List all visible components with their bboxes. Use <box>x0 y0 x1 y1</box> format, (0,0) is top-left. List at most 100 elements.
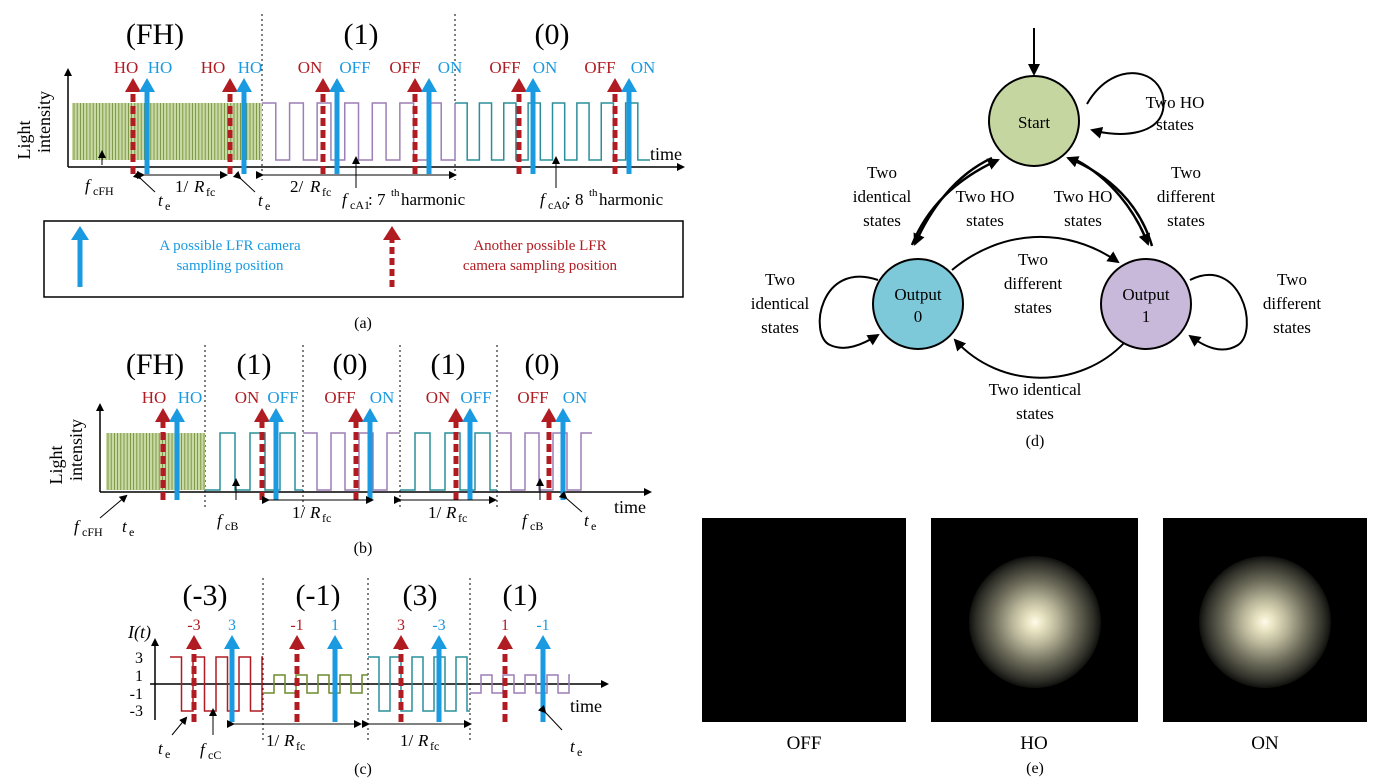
panel-d: Start Output 0 Output 1 Two HO states Tw… <box>751 28 1321 450</box>
edge-label: different <box>1004 274 1062 293</box>
arrow-head-icon <box>254 408 270 422</box>
caption-b: (b) <box>354 540 373 557</box>
state-marker: -1 <box>290 617 303 634</box>
state-marker: 3 <box>397 617 405 634</box>
arrow-head-icon <box>169 408 185 422</box>
tick-label: -1 <box>130 686 143 703</box>
f-label: f <box>522 511 529 530</box>
node-output-0 <box>872 258 964 350</box>
waveform-segment <box>497 432 592 491</box>
state-marker: ON <box>438 58 463 77</box>
out1-self-loop <box>1188 273 1248 351</box>
out0-self-loop <box>818 275 880 349</box>
edge-label: states <box>1064 211 1102 230</box>
edge-out0-to-start <box>910 158 1000 246</box>
tick-label: 3 <box>135 650 143 667</box>
one-over-r: 1/ <box>292 503 306 522</box>
x-axis-label: time <box>650 144 682 164</box>
arrow-head-icon <box>155 408 171 422</box>
pointer <box>132 170 156 193</box>
caption-e: (e) <box>1026 760 1044 777</box>
edge-label: states <box>1167 211 1205 230</box>
waveform-segments <box>205 432 592 491</box>
edge-label: Two <box>765 270 795 289</box>
arrow-head-icon <box>393 635 409 649</box>
header: (-3) <box>183 579 228 612</box>
r-label: R <box>445 503 457 522</box>
header-0: (0) <box>535 18 570 51</box>
f-cfh-sub: cFH <box>93 184 114 198</box>
state-marker: HO <box>142 388 167 407</box>
photo-label-off: OFF <box>786 733 822 754</box>
arrow-head-icon <box>224 635 240 649</box>
header-1: (1) <box>344 18 379 51</box>
f-cfh-label: f <box>85 176 92 195</box>
edge-label: states <box>1156 115 1194 134</box>
sampling-arrows <box>125 78 637 174</box>
te-sub: e <box>265 199 270 213</box>
te-label: t <box>570 737 576 756</box>
te-label: t <box>584 511 590 530</box>
state-marker: -3 <box>187 617 200 634</box>
state-marker: 1 <box>331 617 339 634</box>
f-label: f <box>342 190 349 209</box>
r-label: R <box>193 177 205 196</box>
state-marker: ON <box>235 388 260 407</box>
arrow-head-icon <box>448 408 464 422</box>
te-label: t <box>122 517 128 536</box>
header-fh: (FH) <box>126 18 184 51</box>
state-markers: HO HO ON OFF OFF ON ON OFF OFF ON <box>142 388 588 407</box>
panel-b: (FH) (1) (0) (1) (0) Light intensity tim… <box>46 345 652 557</box>
r-sub: fc <box>296 739 305 753</box>
state-marker: OFF <box>389 58 420 77</box>
state-marker: ON <box>298 58 323 77</box>
f-ca0-sub: cA0 <box>548 198 568 212</box>
state-marker: OFF <box>489 58 520 77</box>
waveform-segment <box>400 432 497 491</box>
f-ca1-sub: cA1 <box>350 198 370 212</box>
node-output-1-value: 1 <box>1142 307 1151 326</box>
arrow-head-icon <box>362 408 378 422</box>
edge-label: Two <box>1018 250 1048 269</box>
f-label: f <box>200 740 207 759</box>
fh-waveform <box>106 433 205 490</box>
start-self-loop <box>1086 72 1165 139</box>
waveform-segment <box>470 674 570 694</box>
f-cb-sub: cB <box>225 519 238 533</box>
state-marker: OFF <box>517 388 548 407</box>
x-axis-label: time <box>614 497 646 517</box>
arrow-head-icon <box>125 78 141 92</box>
x-axis-label: time <box>570 696 602 716</box>
edge-out0-to-out1 <box>951 236 1120 271</box>
node-start <box>988 75 1080 167</box>
r-sub: fc <box>322 511 331 525</box>
harmonic-label: harmonic <box>401 190 466 209</box>
f-label: f <box>217 511 224 530</box>
f-label: f <box>74 517 81 536</box>
arrow-head-icon <box>535 635 551 649</box>
arrow-head-icon <box>421 78 437 92</box>
f-cfh-sub: cFH <box>82 525 103 539</box>
state-marker: 1 <box>501 617 509 634</box>
header: (1) <box>431 348 466 381</box>
arrow-head-icon <box>236 78 252 92</box>
photo-on <box>1163 518 1367 722</box>
one-over-r: 1/ <box>175 177 189 196</box>
r-sub: fc <box>458 511 467 525</box>
y-axis-label: I(t) <box>127 622 151 643</box>
arrow-head-icon <box>462 408 478 422</box>
arrow-head-icon <box>525 78 541 92</box>
arrow-head-icon <box>348 408 364 422</box>
fh-waveform-lines <box>73 103 261 160</box>
edge-label: states <box>966 211 1004 230</box>
legend-blue-line1: A possible LFR camera <box>159 238 301 254</box>
node-output-0-label: Output <box>894 285 942 304</box>
waveform-segment <box>170 656 263 712</box>
r-label: R <box>283 731 295 750</box>
arrow-head-icon <box>139 78 155 92</box>
te-label: t <box>158 739 164 758</box>
state-marker: OFF <box>339 58 370 77</box>
photo-ho <box>931 518 1138 722</box>
led-image <box>969 556 1101 688</box>
